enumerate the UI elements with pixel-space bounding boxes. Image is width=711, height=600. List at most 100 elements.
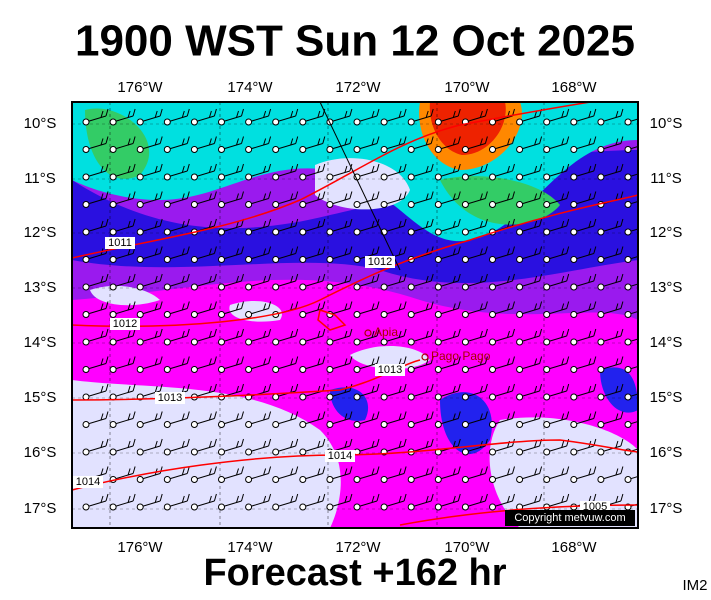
barb-flag [484, 493, 488, 502]
barb-flag [317, 220, 321, 228]
wind-barb [218, 301, 244, 318]
wind-barb [136, 411, 163, 428]
barb-flag [159, 163, 163, 172]
isobar-label: 1012 [368, 256, 392, 268]
barb-station [407, 146, 415, 153]
barb-flag [268, 301, 272, 309]
barb-flag [154, 193, 158, 201]
lat-label: 17°S [650, 500, 683, 517]
barb-flag [593, 301, 597, 309]
barb-station [163, 366, 171, 373]
wind-barb [163, 328, 190, 346]
barb-station [461, 201, 469, 208]
barb-flag [349, 273, 353, 282]
barb-flag [100, 275, 104, 283]
barb-flag [403, 493, 407, 502]
barb-flag [132, 191, 136, 199]
barb-station [272, 476, 280, 483]
barb-station [82, 256, 90, 263]
barb-flag [507, 385, 510, 393]
barb-station [245, 366, 253, 373]
barb-flag [620, 191, 624, 199]
wind-barb [190, 438, 217, 456]
barb-flag [344, 413, 348, 421]
barb-flag [457, 273, 461, 282]
barb-flag [268, 191, 272, 199]
barb-flag [593, 328, 597, 337]
barb-station [380, 311, 388, 318]
wind-barb [163, 466, 190, 483]
barb-station [407, 393, 415, 401]
barb-flag [322, 383, 326, 392]
wind-barb [489, 136, 515, 153]
barb-flag [295, 191, 299, 199]
wind-barb [597, 301, 624, 318]
barb-station [461, 421, 469, 428]
barb-flag [643, 331, 645, 338]
barb-flag [457, 108, 461, 117]
barb-flag [290, 193, 294, 201]
title: 1900 WST Sun 12 Oct 2025 [75, 17, 635, 66]
barb-flag [643, 414, 645, 421]
barb-flag [268, 136, 272, 144]
barb-station [245, 448, 253, 456]
barb-station [516, 366, 524, 373]
barb-flag [566, 493, 570, 502]
barb-flag [593, 136, 597, 144]
barb-flag [263, 165, 267, 173]
barb-station [570, 228, 578, 236]
barb-flag [484, 273, 488, 282]
wind-barb [434, 163, 461, 181]
barb-station [163, 311, 171, 318]
barb-flag [105, 273, 109, 282]
barb-flag [236, 138, 239, 146]
barb-flag [615, 440, 619, 448]
barb-flag [344, 358, 348, 366]
barb-station [245, 476, 253, 483]
barb-flag [507, 165, 510, 173]
barb-flag [615, 303, 619, 311]
wind-barb [407, 218, 434, 236]
wind-barb [543, 411, 570, 428]
barb-station [543, 283, 551, 291]
barb-flag [457, 356, 461, 364]
barb-station [353, 476, 361, 483]
barb-flag [620, 438, 624, 447]
wind-barb [461, 493, 488, 511]
barb-flag [534, 193, 538, 201]
wind-barb [136, 108, 163, 126]
barb-flag [398, 385, 402, 393]
barb-flag [186, 246, 190, 254]
barb-flag [132, 411, 136, 419]
barb-flag [430, 328, 434, 337]
barb-flag [344, 275, 348, 283]
wind-barb [190, 218, 217, 236]
barb-flag [620, 273, 624, 282]
barb-flag [403, 466, 407, 474]
barb-flag [322, 493, 326, 502]
barb-flag [479, 110, 483, 118]
wind-barb [299, 218, 326, 236]
barb-flag [452, 165, 456, 173]
barb-flag [208, 385, 212, 393]
wind-barb [163, 108, 190, 126]
barb-flag [127, 193, 131, 201]
barb-flag [268, 328, 272, 337]
lat-label: 17°S [24, 500, 57, 517]
barb-flag [241, 411, 244, 419]
barb-flag [620, 218, 624, 227]
barb-flag [263, 330, 267, 338]
wind-barb [624, 414, 645, 428]
barb-flag [349, 191, 353, 199]
barb-flag [484, 108, 488, 117]
barb-flag [344, 165, 348, 173]
barb-flag [213, 136, 217, 144]
wind-barb [190, 493, 217, 511]
isobar [72, 102, 596, 259]
barb-station [489, 448, 496, 456]
barb-flag [105, 356, 109, 364]
barb-flag [208, 248, 212, 256]
wind-barb [380, 163, 407, 181]
wind-barb [136, 191, 163, 208]
wind-barb [163, 356, 190, 373]
